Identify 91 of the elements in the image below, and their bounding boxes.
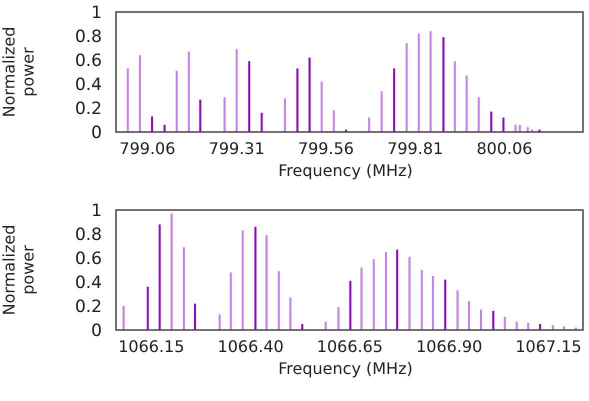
y-tick-label: 0.8: [74, 26, 102, 47]
bar: [289, 298, 292, 330]
bar: [396, 250, 398, 330]
y-tick-label: 0: [91, 320, 102, 341]
bar: [199, 100, 202, 132]
y-tick-label: 0.4: [74, 272, 102, 293]
bar: [539, 324, 542, 330]
y-axis-title: Normalized power: [0, 224, 38, 316]
y-tick-label: 1: [91, 2, 102, 23]
bar: [138, 55, 141, 132]
bar: [332, 110, 335, 132]
x-tick-label: 799.81: [387, 139, 444, 158]
bar: [408, 256, 410, 330]
y-tick-label: 0.2: [74, 98, 102, 119]
x-tick-label: 799.06: [119, 139, 176, 158]
bar: [324, 322, 327, 330]
y-tick-label: 0.8: [74, 224, 102, 245]
bar: [188, 52, 190, 132]
bar: [527, 322, 530, 330]
bar: [176, 70, 178, 132]
bar: [194, 304, 196, 330]
bar: [526, 127, 529, 132]
bar: [296, 68, 298, 132]
bar: [492, 310, 494, 330]
bar: [385, 252, 388, 330]
bar: [126, 68, 129, 132]
x-tick-label: 1066.40: [218, 337, 284, 356]
bar: [372, 259, 375, 330]
bar: [406, 43, 408, 132]
bar: [158, 224, 161, 330]
bar: [552, 325, 554, 330]
y-tick-label: 0.6: [74, 248, 102, 269]
bar: [432, 276, 434, 330]
bar: [368, 118, 370, 132]
bar: [266, 235, 268, 330]
bar: [230, 272, 232, 330]
bar: [478, 97, 480, 132]
bar: [308, 58, 311, 132]
x-tick-label: 1066.15: [118, 337, 184, 356]
bar: [418, 34, 420, 132]
x-tick-label: 799.31: [208, 139, 265, 158]
bar: [248, 61, 250, 132]
bar: [442, 37, 444, 132]
bar: [260, 112, 263, 132]
bar: [146, 286, 149, 330]
y-tick-label: 0.4: [74, 74, 102, 95]
bar: [242, 230, 244, 330]
x-axis-title: Frequency (MHz): [278, 161, 413, 180]
bar: [490, 112, 492, 132]
bar: [393, 68, 396, 132]
y-tick-label: 1: [91, 200, 102, 221]
bar: [218, 314, 221, 330]
bar: [380, 91, 383, 132]
bar: [466, 76, 468, 132]
bar: [278, 271, 280, 330]
bar: [360, 268, 362, 330]
y-axis-title: Normalized power: [0, 26, 38, 118]
bar: [320, 82, 323, 132]
bar: [164, 124, 166, 132]
bar: [420, 270, 423, 330]
y-tick-label: 0.6: [74, 50, 102, 71]
x-tick-label: 1066.65: [316, 337, 383, 356]
bar: [502, 118, 504, 132]
bar: [454, 61, 456, 132]
bar: [349, 280, 352, 330]
bar: [430, 31, 432, 132]
bar: [444, 280, 446, 330]
x-tick-label: 800.06: [476, 139, 532, 158]
bar: [514, 124, 517, 132]
bar: [337, 307, 340, 330]
y-tick-label: 0.2: [74, 296, 102, 317]
x-tick-label: 1066.90: [416, 337, 482, 356]
bar: [182, 247, 185, 330]
bar: [301, 324, 304, 330]
x-tick-label: 1067.15: [515, 337, 582, 356]
bar: [254, 226, 256, 330]
bar: [170, 214, 173, 330]
bar: [284, 98, 286, 132]
bar: [516, 322, 518, 330]
bar: [236, 49, 238, 132]
bar: [122, 306, 125, 330]
x-tick-label: 799.56: [298, 139, 354, 158]
bar: [224, 97, 226, 132]
bar: [504, 316, 506, 330]
bar: [518, 124, 521, 132]
x-axis-title: Frequency (MHz): [278, 359, 413, 378]
bar: [151, 116, 154, 132]
bar: [456, 290, 459, 330]
bar: [468, 301, 470, 330]
y-tick-label: 0: [91, 122, 102, 143]
bar: [480, 310, 482, 330]
